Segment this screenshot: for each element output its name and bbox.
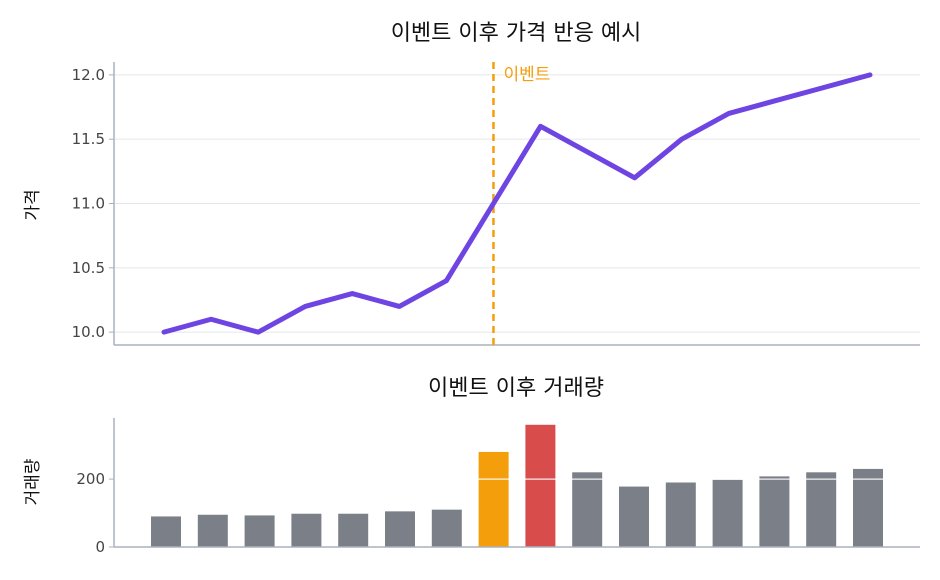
price-chart-title: 이벤트 이후 가격 반응 예시 <box>391 21 642 46</box>
volume-y-ticks: 0 200 <box>76 470 114 556</box>
volume-bar <box>197 514 228 547</box>
price-y-axis-label: 가격 <box>23 189 43 220</box>
volume-chart-title: 이벤트 이후 거래량 <box>428 376 604 401</box>
price-y-tick-label: 12.0 <box>72 66 105 84</box>
price-y-tick-label: 10.5 <box>72 259 105 277</box>
price-chart: 이벤트 이후 가격 반응 예시 가격 10.010.511.011.512.0 … <box>23 21 920 346</box>
volume-chart: 이벤트 이후 거래량 거래량 0 200 <box>23 376 920 556</box>
price-gridlines <box>114 74 920 333</box>
volume-bar <box>619 486 649 547</box>
volume-bars <box>151 424 883 547</box>
volume-bar <box>478 451 509 547</box>
price-y-tick-label: 10.0 <box>72 323 105 341</box>
volume-bar <box>338 513 369 547</box>
volume-bar <box>853 468 883 547</box>
price-y-ticks: 10.0 10.5 11.0 11.5 12.0 <box>72 66 114 341</box>
volume-bar <box>665 482 696 547</box>
volume-bar <box>712 479 743 547</box>
volume-bar <box>291 513 322 547</box>
volume-y-axis-label: 거래량 <box>23 458 43 505</box>
volume-bar <box>759 476 790 547</box>
volume-bar <box>431 509 462 547</box>
price-series-line <box>161 72 873 335</box>
volume-bar <box>806 472 837 547</box>
volume-bar <box>244 515 275 547</box>
volume-y-tick-label: 0 <box>95 538 105 556</box>
price-y-tick-label: 11.0 <box>72 195 105 213</box>
volume-bar <box>525 424 556 547</box>
volume-y-tick-label: 200 <box>76 470 105 488</box>
volume-bar <box>151 516 181 547</box>
price-y-tick-label: 11.5 <box>72 130 105 148</box>
event-marker-label: 이벤트 <box>503 65 550 85</box>
volume-bar <box>572 472 603 547</box>
volume-bar <box>385 511 415 547</box>
